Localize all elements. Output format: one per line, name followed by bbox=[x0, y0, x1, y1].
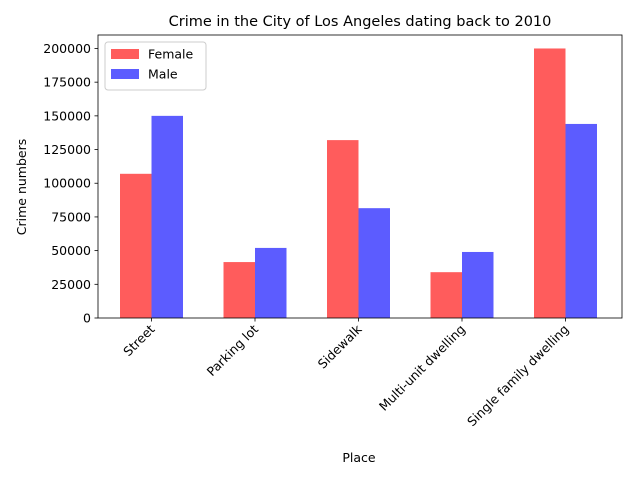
y-tick-label: 25000 bbox=[51, 277, 91, 292]
bar-male-4 bbox=[565, 123, 597, 318]
legend-label-male: Male bbox=[148, 67, 178, 82]
y-axis-label: Crime numbers bbox=[14, 139, 29, 235]
legend-label-female: Female bbox=[148, 47, 194, 62]
bar-male-1 bbox=[255, 247, 287, 318]
bar-female-1 bbox=[223, 262, 255, 318]
y-tick-label: 125000 bbox=[43, 142, 91, 157]
y-tick-label: 100000 bbox=[43, 176, 91, 191]
plot-area: 0 25000 50000 75000 100000 125000 150000 175000… bbox=[43, 34, 623, 430]
y-tick-label: 75000 bbox=[51, 209, 91, 224]
y-tick-label: 175000 bbox=[43, 75, 91, 90]
legend: Female Male bbox=[104, 41, 207, 91]
x-tick-label: Single family dwelling bbox=[464, 322, 572, 430]
bar-female-3 bbox=[430, 272, 462, 318]
bar-male-2 bbox=[358, 208, 390, 318]
bar-female-2 bbox=[327, 140, 359, 318]
legend-swatch-female bbox=[111, 49, 139, 59]
bar-male-0 bbox=[151, 115, 183, 318]
y-tick-label: 0 bbox=[83, 311, 91, 326]
x-axis-label: Place bbox=[342, 450, 376, 465]
y-tick-label: 200000 bbox=[43, 41, 91, 56]
legend-swatch-male bbox=[111, 69, 139, 79]
y-tick-label: 150000 bbox=[43, 108, 91, 123]
x-tick-label: Parking lot bbox=[204, 321, 262, 379]
chart-title: Crime in the City of Los Angeles dating … bbox=[169, 14, 552, 30]
bar-female-0 bbox=[120, 173, 152, 318]
axes-frame bbox=[97, 34, 623, 319]
x-tick-label: Street bbox=[120, 321, 158, 359]
bar-female-4 bbox=[534, 48, 566, 318]
x-tick-label: Sidewalk bbox=[315, 321, 365, 371]
bar-male-3 bbox=[462, 251, 494, 318]
y-tick-label: 50000 bbox=[51, 243, 91, 258]
x-tick-label: Multi-unit dwelling bbox=[376, 322, 468, 414]
